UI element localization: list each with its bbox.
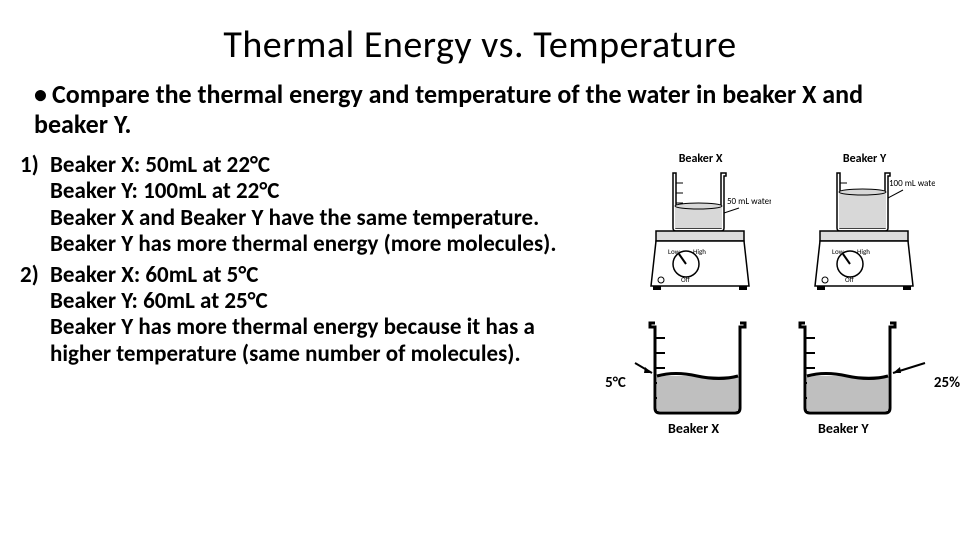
beaker-y-label: Beaker Y — [843, 152, 886, 166]
bottom-figure: 5°C Beaker X — [605, 313, 960, 453]
svg-text:High: High — [857, 247, 870, 256]
list-item: 2) Beaker X: 60mL at 5°C Beaker Y: 60mL … — [20, 262, 597, 368]
hotplate-unit-y: Beaker Y 100 mL water Low — [795, 152, 935, 303]
hotplate-unit-x: Beaker X 50 mL water — [631, 152, 771, 303]
svg-text:Off: Off — [845, 275, 855, 284]
bullet-icon: • — [34, 80, 52, 110]
water-annot-x: 50 mL water — [727, 196, 771, 207]
right-temp-label: 25% — [934, 374, 960, 392]
item-number: 1) — [20, 152, 50, 258]
item-body: Beaker X: 50mL at 22°C Beaker Y: 100mL a… — [50, 152, 597, 258]
left-temp-label: 5°C — [605, 374, 626, 392]
figure-column: Beaker X 50 mL water — [597, 152, 960, 453]
svg-text:Low: Low — [832, 247, 844, 256]
bottom-beaker-x-label: Beaker X — [668, 420, 719, 437]
item-line: Beaker Y: 100mL at 22°C — [50, 178, 597, 204]
hotplate-figure: Beaker X 50 mL water — [605, 152, 960, 303]
prompt-text: Compare the thermal energy and temperatu… — [34, 78, 863, 140]
item-line: Beaker X: 60mL at 5°C — [50, 262, 597, 288]
two-beakers-icon: Beaker X Beaker Y — [630, 313, 930, 453]
bottom-beaker-y-label: Beaker Y — [818, 420, 869, 437]
item-line: Beaker X: 50mL at 22°C — [50, 152, 597, 178]
slide-title: Thermal Energy vs. Temperature — [0, 0, 960, 80]
svg-text:Low: Low — [668, 247, 680, 256]
item-line: Beaker Y has more thermal energy because… — [50, 314, 597, 367]
content-row: 1) Beaker X: 50mL at 22°C Beaker Y: 100m… — [0, 140, 960, 453]
svg-text:Off: Off — [681, 275, 691, 284]
beaker-x-label: Beaker X — [679, 152, 723, 166]
item-body: Beaker X: 60mL at 5°C Beaker Y: 60mL at … — [50, 262, 597, 368]
item-line: Beaker X and Beaker Y have the same temp… — [50, 205, 597, 258]
item-line: Beaker Y: 60mL at 25°C — [50, 288, 597, 314]
prompt-line: •Compare the thermal energy and temperat… — [0, 80, 960, 140]
hotplate-beaker-y-icon: 100 mL water Low High Off — [795, 168, 935, 303]
list-item: 1) Beaker X: 50mL at 22°C Beaker Y: 100m… — [20, 152, 597, 258]
water-annot-y: 100 mL water — [889, 178, 935, 189]
item-number: 2) — [20, 262, 50, 368]
text-column: 1) Beaker X: 50mL at 22°C Beaker Y: 100m… — [20, 152, 597, 453]
svg-text:High: High — [693, 247, 706, 256]
hotplate-beaker-x-icon: 50 mL water Low High Off — [631, 168, 771, 303]
